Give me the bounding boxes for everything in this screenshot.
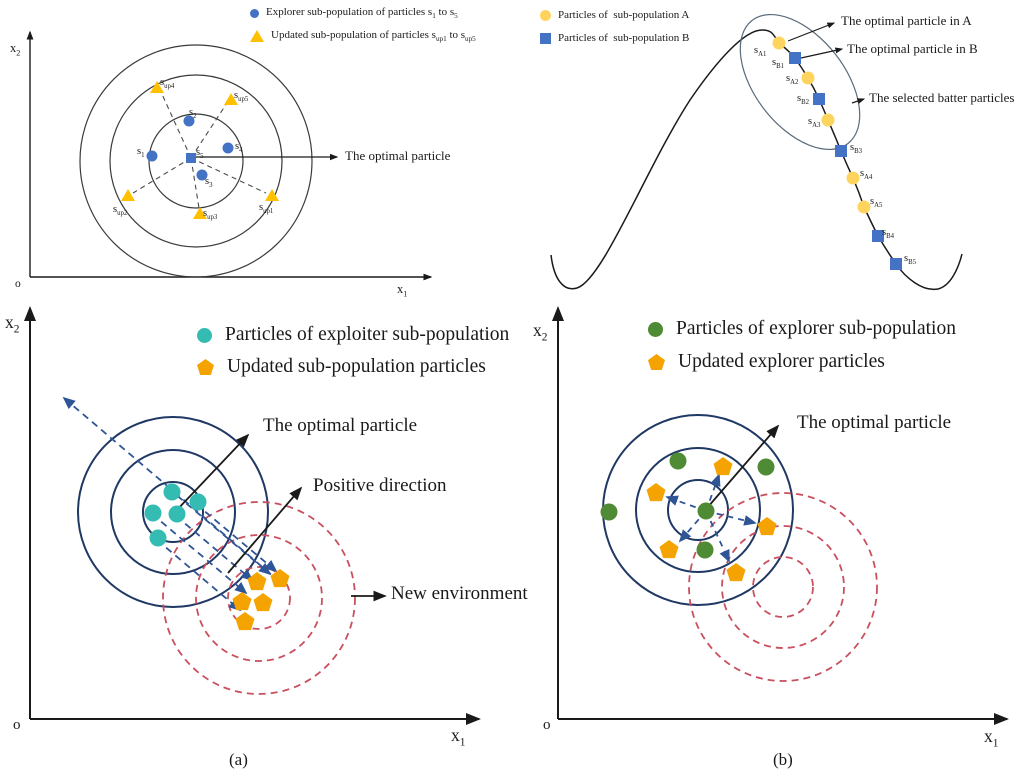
tl-dashed-links [132, 91, 267, 209]
orange-pentagon-icon [197, 359, 214, 375]
tr-legend-a-label: Particles of sub-population A [558, 9, 690, 21]
tr-subpopulation-a-particles [772, 36, 871, 214]
tr-particle-label-sa5: sA5 [870, 196, 883, 210]
br-legend-explorer-label: Particles of explorer sub-population [676, 318, 956, 339]
tl-axes [26, 30, 433, 281]
br-legend-row-explorer: Particles of explorer sub-population [648, 318, 956, 340]
tr-legend-b-label: Particles of sub-population B [558, 32, 690, 44]
bl-origin-label: o [13, 717, 21, 733]
tr-particle-label-sb4: sB4 [882, 227, 895, 241]
tl-particle-label-s5: s5 [196, 147, 204, 161]
br-y-axis-label: x2 [533, 320, 548, 344]
tl-particle-label-sup5: sup5 [234, 90, 249, 104]
bl-annotation-optimal: The optimal particle [263, 415, 418, 436]
tr-subpopulation-b-particles [789, 52, 902, 270]
tl-origin-label: o [15, 278, 21, 290]
bl-annotation-positive: Positive direction [313, 475, 447, 496]
tl-particle-label-s2: s2 [189, 107, 197, 121]
caption-a: (a) [229, 750, 248, 769]
tr-annotation-optimal-a: The optimal particle in A [841, 13, 972, 28]
br-new-environment-circles [688, 492, 878, 682]
tl-optimal-particle-square [186, 153, 196, 163]
br-legend-updated-label: Updated explorer particles [678, 351, 885, 372]
tl-updated-particles [121, 81, 279, 219]
tl-particle-label-s3: s3 [205, 176, 213, 190]
tr-legend-row-a: Particles of sub-population A [540, 9, 689, 21]
tr-particle-label-sa3: sA3 [808, 116, 821, 130]
tl-particle-label-sup1: sup1 [259, 202, 274, 216]
yellow-circle-icon [540, 9, 551, 21]
tl-explorer-particles [146, 115, 234, 181]
tr-particle-label-sb3: sB3 [850, 142, 863, 156]
tl-legend-updated-label: Updated sub-population of particles sup1… [271, 29, 476, 44]
tr-annotation-selected: The selected batter particles [869, 90, 1015, 105]
bl-annotation-environment: New environment [391, 583, 528, 604]
tl-particle-label-s4: s4 [235, 141, 243, 155]
bl-move-arrows [62, 396, 281, 612]
bl-legend-updated-label: Updated sub-population particles [227, 356, 486, 377]
bl-legend-row-updated: Updated sub-population particles [197, 356, 486, 378]
tl-particle-label-s1: s1 [137, 146, 145, 160]
tl-particle-label-sup4: sup4 [160, 77, 175, 91]
br-explorer-particles [600, 452, 775, 559]
green-circle-icon [648, 321, 663, 337]
tr-function-curve [550, 29, 963, 291]
tl-legend-row-updated: Updated sub-population of particles sup1… [250, 29, 476, 43]
bl-y-axis-label: x2 [5, 312, 20, 336]
tr-legend-row-b: Particles of sub-population B [540, 32, 689, 44]
tr-annotation-optimal-b: The optimal particle in B [847, 41, 978, 56]
tr-selection-ellipse [739, 13, 861, 151]
br-updated-particles [646, 457, 777, 582]
bl-exploiter-particles [144, 483, 207, 547]
tr-particle-label-sb1: sB1 [772, 57, 785, 71]
tl-x-axis-label: x1 [397, 282, 408, 299]
tl-contour-circles [79, 44, 313, 278]
bl-legend-row-exploiter: Particles of exploiter sub-population [197, 324, 509, 346]
tr-particle-label-sb2: sB2 [797, 93, 810, 107]
tl-annotation-optimal: The optimal particle [345, 148, 451, 163]
tr-particle-label-sa1: sA1 [754, 45, 767, 59]
blue-circle-icon [250, 8, 259, 18]
tl-particle-label-sup3: sup3 [203, 208, 218, 222]
tr-particle-label-sb5: sB5 [904, 253, 917, 267]
bl-old-environment-circles [77, 416, 269, 608]
yellow-triangle-icon [250, 30, 264, 43]
bl-annotation-arrows [174, 433, 387, 602]
caption-b: (b) [773, 750, 793, 769]
tr-particle-label-sa2: sA2 [786, 73, 799, 87]
br-move-arrows [665, 473, 757, 563]
tl-legend-row-explorer: Explorer sub-population of particles s1 … [250, 6, 458, 20]
tr-particle-label-sa4: sA4 [860, 168, 873, 182]
orange-pentagon-icon [648, 354, 665, 370]
tl-legend-explorer-label: Explorer sub-population of particles s1 … [266, 6, 458, 21]
tl-y-axis-label: x2 [10, 41, 21, 58]
bl-axes [24, 306, 481, 725]
bl-x-axis-label: x1 [451, 725, 466, 749]
br-axes [552, 306, 1009, 725]
tl-particle-label-sup2: sup2 [113, 204, 128, 218]
teal-circle-icon [197, 327, 212, 343]
bl-legend-exploiter-label: Particles of exploiter sub-population [225, 324, 510, 345]
tr-annotation-arrows [787, 22, 866, 104]
br-origin-label: o [543, 717, 551, 733]
blue-square-icon [540, 32, 551, 44]
br-x-axis-label: x1 [984, 726, 999, 750]
bl-updated-particles [232, 569, 290, 631]
br-legend-row-updated: Updated explorer particles [648, 351, 885, 373]
br-annotation-optimal: The optimal particle [797, 412, 952, 433]
br-optimal-arrow [706, 424, 780, 509]
